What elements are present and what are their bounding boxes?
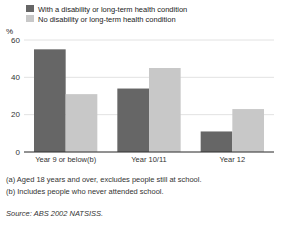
y-tick-label: 60 (11, 36, 20, 45)
legend-swatch (26, 15, 34, 22)
bar (201, 131, 233, 152)
grid-line (24, 152, 274, 153)
x-tick-label: Year 9 or below(b) (35, 155, 97, 164)
bar (232, 109, 264, 152)
legend-label: No disability or long-term health condit… (38, 15, 176, 24)
y-axis-label: % (6, 27, 13, 36)
grid-line (24, 40, 274, 41)
bar (117, 89, 149, 152)
bar (66, 94, 98, 152)
footnote: Source: ABS 2002 NATSISS. (6, 209, 103, 218)
chart: With a disability or long-term health co… (0, 0, 281, 252)
footnote: (b) Includes people who never attended s… (6, 187, 164, 196)
bars (34, 49, 264, 152)
y-axis: 0 20 40 60 (11, 36, 274, 157)
y-tick-label: 0 (16, 148, 21, 157)
legend-label: With a disability or long-term health co… (38, 5, 187, 14)
legend-swatch (26, 5, 34, 12)
bar (149, 68, 181, 152)
y-tick-label: 20 (11, 110, 20, 119)
bar (34, 49, 66, 152)
x-axis-line (24, 152, 274, 153)
legend: With a disability or long-term health co… (26, 5, 187, 24)
footnotes: (a) Aged 18 years and over, excludes peo… (6, 175, 202, 218)
footnote: (a) Aged 18 years and over, excludes peo… (6, 175, 202, 184)
y-tick-label: 40 (11, 73, 20, 82)
x-tick-label: Year 12 (220, 155, 246, 164)
x-tick-label: Year 10/11 (131, 155, 166, 164)
x-axis: Year 9 or below(b) Year 10/11 Year 12 (35, 155, 245, 164)
